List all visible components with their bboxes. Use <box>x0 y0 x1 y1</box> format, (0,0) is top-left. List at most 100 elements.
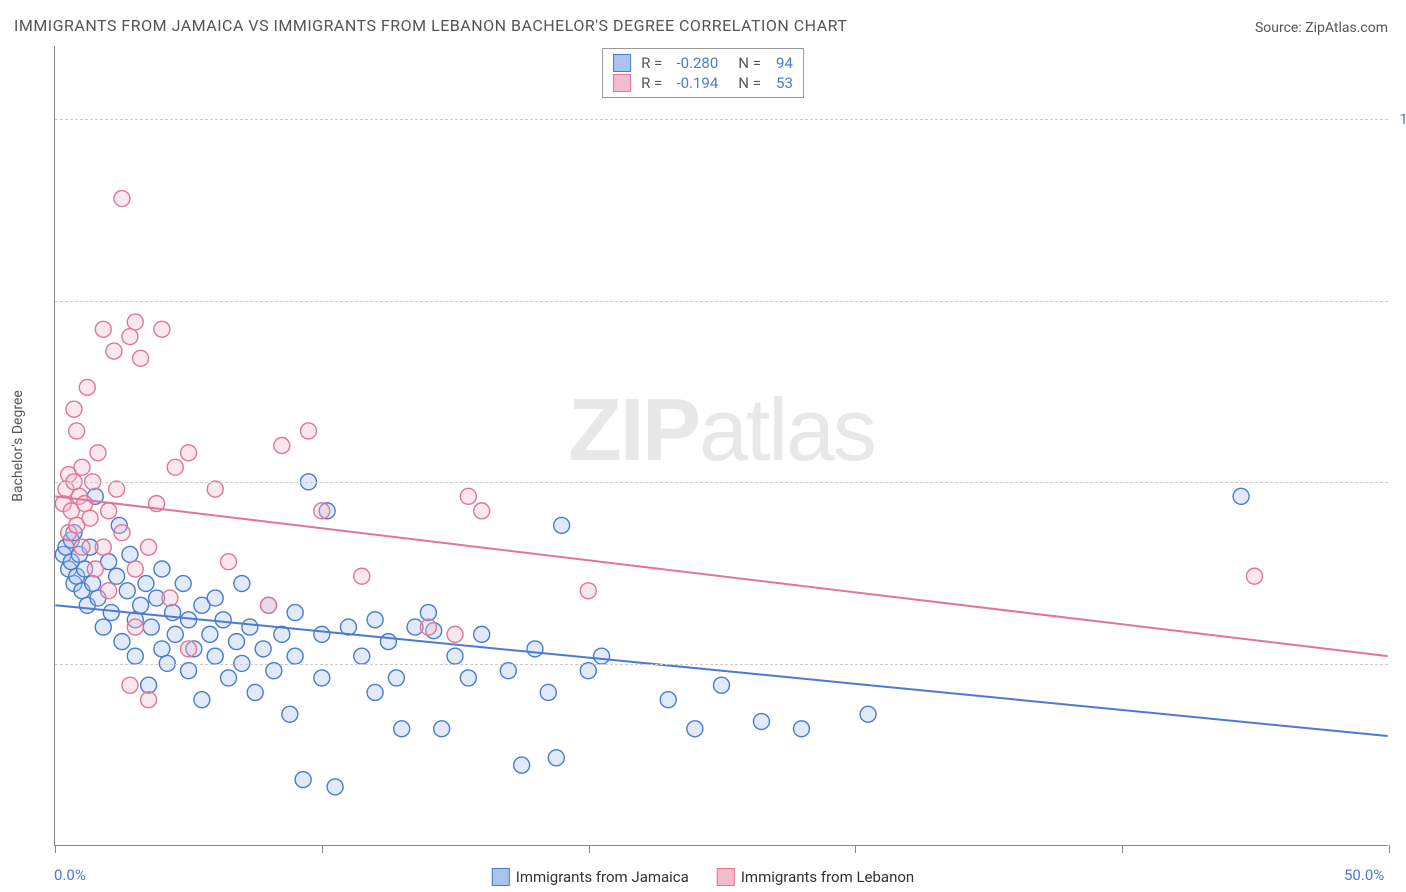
data-point <box>106 343 122 359</box>
data-point <box>141 677 157 693</box>
data-point <box>154 321 170 337</box>
legend-label: Immigrants from Jamaica <box>516 868 689 886</box>
data-point <box>229 634 245 650</box>
data-point <box>202 626 218 642</box>
data-point <box>114 634 130 650</box>
data-point <box>380 634 396 650</box>
data-point <box>181 445 197 461</box>
data-point <box>274 438 290 454</box>
data-point <box>420 605 436 621</box>
source-link[interactable]: ZipAtlas.com <box>1305 20 1388 36</box>
stat-label-n: N = <box>738 74 761 92</box>
x-tick <box>589 845 590 853</box>
data-point <box>314 670 330 686</box>
data-point <box>95 619 111 635</box>
data-point <box>114 191 130 207</box>
data-point <box>114 525 130 541</box>
stat-value-n: 94 <box>767 54 793 72</box>
data-point <box>207 590 223 606</box>
x-tick <box>322 845 323 853</box>
stat-label-r: R = <box>641 74 662 92</box>
data-point <box>594 648 610 664</box>
data-point <box>714 677 730 693</box>
data-point <box>687 721 703 737</box>
x-tick-label: 0.0% <box>54 866 86 884</box>
data-point <box>79 379 95 395</box>
data-point <box>554 517 570 533</box>
data-point <box>103 605 119 621</box>
data-point <box>101 583 117 599</box>
data-point <box>447 648 463 664</box>
data-point <box>221 554 237 570</box>
data-point <box>119 583 135 599</box>
x-tick-label: 50.0% <box>1344 866 1384 884</box>
data-point <box>460 488 476 504</box>
data-point <box>295 772 311 788</box>
data-point <box>434 721 450 737</box>
data-point <box>314 503 330 519</box>
data-point <box>660 692 676 708</box>
legend-stat-row: R = -0.280 N = 94 <box>613 53 793 73</box>
x-tick <box>1389 845 1390 853</box>
stat-label-r: R = <box>641 54 662 72</box>
legend-swatch <box>492 868 510 886</box>
legend-item: Immigrants from Lebanon <box>717 868 914 886</box>
y-axis-label: Bachelor's Degree <box>10 390 26 502</box>
data-point <box>138 576 154 592</box>
data-point <box>122 329 138 345</box>
data-point <box>207 648 223 664</box>
data-point <box>1246 568 1262 584</box>
x-tick <box>855 845 856 853</box>
data-point <box>74 459 90 475</box>
data-point <box>162 590 178 606</box>
data-point <box>367 612 383 628</box>
data-point <box>314 626 330 642</box>
legend-swatch <box>717 868 735 886</box>
data-point <box>327 779 343 795</box>
data-point <box>167 459 183 475</box>
legend-swatch <box>613 54 631 72</box>
y-tick-label: 25.0% <box>1398 655 1406 673</box>
data-point <box>282 706 298 722</box>
data-point <box>215 612 231 628</box>
data-point <box>207 481 223 497</box>
data-point <box>175 576 191 592</box>
data-point <box>181 641 197 657</box>
data-point <box>95 321 111 337</box>
data-point <box>242 619 258 635</box>
legend-swatch <box>613 74 631 92</box>
data-point <box>74 539 90 555</box>
data-point <box>300 423 316 439</box>
data-point <box>127 561 143 577</box>
source-attribution: Source: ZipAtlas.com <box>1255 20 1388 36</box>
data-point <box>85 576 101 592</box>
data-point <box>133 597 149 613</box>
plot-area: ZIPatlas 25.0%50.0%75.0%100.0% <box>54 46 1388 846</box>
data-point <box>127 648 143 664</box>
grid-line <box>55 664 1388 665</box>
data-point <box>154 641 170 657</box>
data-point <box>127 314 143 330</box>
data-point <box>221 670 237 686</box>
data-point <box>194 692 210 708</box>
data-point <box>261 597 277 613</box>
stat-label-n: N = <box>738 54 761 72</box>
data-point <box>255 641 271 657</box>
data-point <box>95 539 111 555</box>
stat-value-r: -0.280 <box>668 54 718 72</box>
data-point <box>87 561 103 577</box>
data-point <box>69 423 85 439</box>
y-tick-label: 100.0% <box>1398 110 1406 128</box>
grid-line <box>55 119 1388 120</box>
x-tick <box>55 845 56 853</box>
legend-stats: R = -0.280 N = 94 R = -0.194 N = 53 <box>602 48 804 98</box>
data-point <box>354 568 370 584</box>
grid-line <box>55 301 1388 302</box>
stat-value-r: -0.194 <box>668 74 718 92</box>
data-point <box>167 626 183 642</box>
chart-title: IMMIGRANTS FROM JAMAICA VS IMMIGRANTS FR… <box>14 16 847 35</box>
data-point <box>109 568 125 584</box>
data-point <box>90 445 106 461</box>
data-point <box>354 648 370 664</box>
legend-item: Immigrants from Jamaica <box>492 868 689 886</box>
